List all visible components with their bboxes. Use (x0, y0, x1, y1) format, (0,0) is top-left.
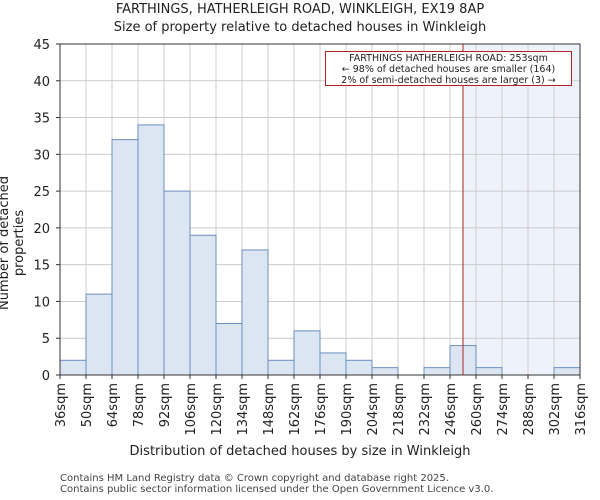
x-tick-label: 36sqm (54, 383, 69, 427)
histogram-bar (475, 367, 503, 376)
x-axis-label: Distribution of detached houses by size … (129, 444, 471, 459)
histogram-bar (85, 293, 113, 376)
y-tick-label: 45 (33, 38, 50, 53)
histogram-bar (423, 367, 451, 376)
annotation-line-3: 2% of semi-detached houses are larger (3… (341, 75, 556, 86)
histogram-bar (111, 139, 139, 376)
histogram-bar (163, 190, 191, 376)
histogram-bar (59, 359, 87, 376)
y-tick-label: 5 (42, 332, 50, 347)
x-tick-label: 288sqm (522, 383, 537, 436)
annotation-line-2: ← 98% of detached houses are smaller (16… (341, 64, 556, 75)
x-tick-label: 316sqm (574, 383, 589, 436)
y-tick-label: 15 (33, 259, 50, 274)
x-tick-label: 204sqm (366, 383, 381, 436)
y-tick-label: 25 (33, 185, 50, 200)
y-tick-label: 10 (33, 295, 50, 310)
histogram-bar (293, 330, 321, 376)
chart-subtitle: Size of property relative to detached ho… (113, 20, 487, 35)
chart-title: FARTHINGS, HATHERLEIGH ROAD, WINKLEIGH, … (115, 2, 485, 17)
x-tick-label: 120sqm (210, 383, 225, 436)
x-tick-label: 232sqm (418, 383, 433, 436)
y-axis-label: Number of detached properties (0, 176, 27, 310)
annotation-box: FARTHINGS HATHERLEIGH ROAD: 253sqm ← 98%… (325, 51, 572, 86)
histogram-bar (241, 249, 269, 376)
x-tick-label: 92sqm (158, 383, 173, 427)
x-tick-label: 246sqm (444, 383, 459, 436)
x-tick-label: 190sqm (340, 383, 355, 436)
x-tick-label: 134sqm (236, 383, 251, 436)
x-tick-label: 162sqm (288, 383, 303, 436)
x-tick-label: 260sqm (470, 383, 485, 436)
x-tick-label: 78sqm (132, 383, 147, 427)
histogram-bar (189, 234, 217, 376)
y-tick-label: 30 (33, 148, 50, 163)
x-tick-label: 176sqm (314, 383, 329, 436)
annotation-line-1: FARTHINGS HATHERLEIGH ROAD: 253sqm (349, 53, 548, 64)
y-tick-label: 40 (33, 75, 50, 90)
footer-line-1: Contains HM Land Registry data © Crown c… (60, 473, 449, 484)
histogram-bar (215, 323, 243, 376)
x-tick-label: 50sqm (80, 383, 95, 427)
x-tick-label: 106sqm (184, 383, 199, 436)
y-tick-label: 20 (33, 222, 50, 237)
x-tick-label: 302sqm (548, 383, 563, 436)
y-tick-label: 0 (42, 369, 50, 384)
histogram-bar (345, 359, 373, 376)
x-tick-label: 274sqm (496, 383, 511, 436)
x-tick-label: 148sqm (262, 383, 277, 436)
histogram-bar (553, 367, 581, 376)
x-tick-label: 218sqm (392, 383, 407, 436)
highlight-region (463, 44, 580, 375)
histogram-bar (267, 359, 295, 376)
histogram-bar (319, 352, 347, 376)
histogram-bar (137, 124, 165, 376)
x-tick-label: 64sqm (106, 383, 121, 427)
footer-line-2: Contains public sector information licen… (60, 484, 494, 495)
histogram-bar (371, 367, 399, 376)
y-tick-label: 35 (33, 112, 50, 127)
